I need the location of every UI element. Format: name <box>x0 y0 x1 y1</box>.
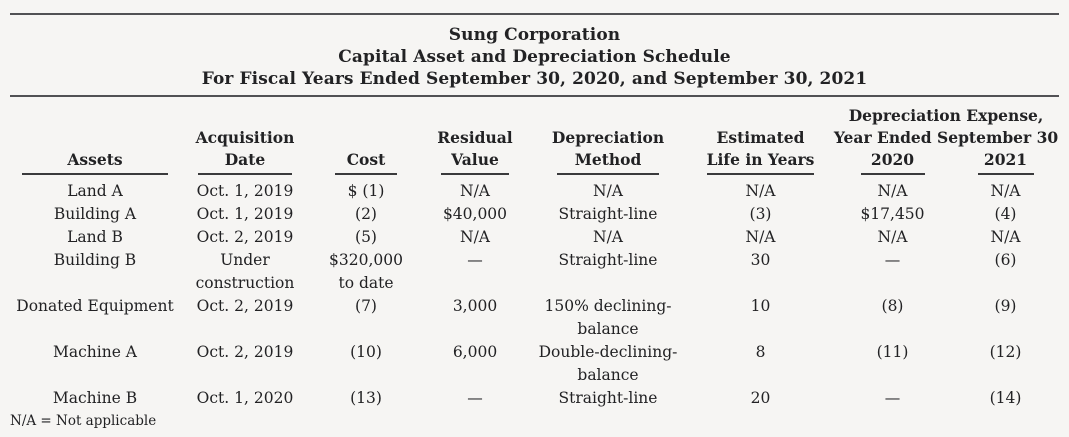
cell-residual-value: 6,000 <box>452 343 498 361</box>
cell-residual-value: 3,000 <box>452 297 498 315</box>
cell-cost: $320,000 to date <box>329 251 403 292</box>
table-row: Machine B Oct. 1, 2020 (13) — Straight-l… <box>10 387 1059 410</box>
cell-expense-2020: (8) <box>881 297 904 315</box>
cell-acquisition-date: Oct. 1, 2019 <box>196 205 294 223</box>
header-acquisition-date: Date <box>180 149 310 175</box>
table-row: Donated Equipment Oct. 2, 2019 (7) 3,000… <box>10 295 1059 341</box>
cell-acquisition-date: Oct. 2, 2019 <box>196 228 294 246</box>
fiscal-period-subtitle: For Fiscal Years Ended September 30, 202… <box>201 69 868 89</box>
cell-acquisition-date: Oct. 2, 2019 <box>196 297 294 315</box>
cell-cost: (13) <box>350 389 382 407</box>
cell-asset: Machine A <box>52 343 137 361</box>
table-row: Building A Oct. 1, 2019 (2) $40,000 Stra… <box>10 203 1059 226</box>
header-assets-top <box>10 127 180 149</box>
cell-residual-value: N/A <box>460 182 490 200</box>
header-life-top: Estimated <box>716 128 805 147</box>
header-depreciation-method: Method <box>528 149 688 175</box>
cell-depreciation-method: N/A <box>593 228 623 246</box>
cell-expense-2021: (12) <box>989 343 1022 361</box>
cell-estimated-life: 10 <box>750 297 771 315</box>
cell-expense-2021: (4) <box>994 205 1017 223</box>
cell-asset: Building B <box>53 251 137 269</box>
header-depreciation-expense-line1: Depreciation Expense, <box>848 106 1044 125</box>
table-row: Land A Oct. 1, 2019 $ (1) N/A N/A N/A N/… <box>10 175 1059 203</box>
cell-estimated-life: 30 <box>750 251 771 269</box>
cell-asset: Donated Equipment <box>16 297 174 315</box>
header-row-top: Acquisition Residual Depreciation Estima… <box>10 127 1059 149</box>
cell-expense-2021: N/A <box>990 228 1021 246</box>
cell-asset: Building A <box>53 205 137 223</box>
header-row-bottom: Assets Date Cost Value Method Life in Ye… <box>10 149 1059 175</box>
cell-estimated-life: 20 <box>750 389 771 407</box>
header-year-2021: 2021 <box>952 149 1059 175</box>
title-divider-rule <box>10 95 1059 97</box>
table-body: Land A Oct. 1, 2019 $ (1) N/A N/A N/A N/… <box>10 175 1059 410</box>
cell-acquisition-date: Oct. 1, 2019 <box>196 182 294 200</box>
cell-estimated-life: 8 <box>755 343 766 361</box>
cell-asset: Land B <box>67 228 123 246</box>
table-header: Depreciation Expense, Acquisition Residu… <box>10 97 1059 175</box>
cell-expense-2020: N/A <box>877 228 908 246</box>
cell-residual-value: N/A <box>460 228 490 246</box>
header-spacer <box>10 97 833 127</box>
footnote: N/A = Not applicable <box>10 413 157 429</box>
header-assets: Assets <box>10 149 180 175</box>
cell-expense-2020: (11) <box>876 343 909 361</box>
cell-estimated-life: (3) <box>749 205 772 223</box>
header-cost-top <box>310 127 422 149</box>
cell-expense-2021: (14) <box>989 389 1022 407</box>
cell-acquisition-date: Under construction <box>195 251 295 292</box>
cell-depreciation-method: N/A <box>593 182 623 200</box>
header-row-span: Depreciation Expense, <box>10 97 1059 127</box>
cell-acquisition-date: Oct. 2, 2019 <box>196 343 294 361</box>
cell-expense-2020: $17,450 <box>860 205 925 223</box>
cell-expense-2021: (6) <box>994 251 1017 269</box>
cell-cost: (7) <box>355 297 377 315</box>
cell-estimated-life: N/A <box>745 182 776 200</box>
cell-asset: Land A <box>67 182 123 200</box>
cell-expense-2021: (9) <box>994 297 1017 315</box>
header-residual-top: Residual <box>437 128 513 147</box>
table-row: Land B Oct. 2, 2019 (5) N/A N/A N/A N/A … <box>10 226 1059 249</box>
header-cost: Cost <box>310 149 422 175</box>
cell-expense-2020: N/A <box>877 182 908 200</box>
header-estimated-life: Life in Years <box>688 149 833 175</box>
cell-residual-value: $40,000 <box>442 205 508 223</box>
table-row: Building B Under construction $320,000 t… <box>10 249 1059 295</box>
table-row: Machine A Oct. 2, 2019 (10) 6,000 Double… <box>10 341 1059 387</box>
cell-expense-2021: N/A <box>990 182 1021 200</box>
top-rule <box>10 13 1059 15</box>
cell-depreciation-method: Double-declining- balance <box>538 343 678 384</box>
header-method-top: Depreciation <box>551 128 665 147</box>
cell-residual-value: — <box>467 389 483 407</box>
company-name: Sung Corporation <box>448 25 621 45</box>
schedule-table: Depreciation Expense, Acquisition Residu… <box>10 97 1059 410</box>
header-year-2020: 2020 <box>833 149 952 175</box>
cell-cost: (10) <box>350 343 382 361</box>
cell-depreciation-method: Straight-line <box>558 389 658 407</box>
cell-depreciation-method: Straight-line <box>558 205 658 223</box>
cell-expense-2020: — <box>884 389 901 407</box>
cell-expense-2020: — <box>884 251 901 269</box>
schedule-title: Capital Asset and Depreciation Schedule <box>338 47 731 67</box>
cell-depreciation-method: 150% declining- balance <box>544 297 672 338</box>
cell-asset: Machine B <box>52 389 138 407</box>
cell-residual-value: — <box>467 251 483 269</box>
cell-cost: $ (1) <box>347 182 385 200</box>
cell-acquisition-date: Oct. 1, 2020 <box>196 389 294 407</box>
cell-cost: (5) <box>355 228 377 246</box>
header-residual-value: Value <box>422 149 528 175</box>
header-depreciation-expense-line2: Year Ended September 30 <box>833 128 1059 147</box>
cell-depreciation-method: Straight-line <box>558 251 658 269</box>
title-block: Sung Corporation Capital Asset and Depre… <box>0 24 1069 90</box>
cell-cost: (2) <box>355 205 377 223</box>
header-acquisition-top: Acquisition <box>195 128 295 147</box>
cell-estimated-life: N/A <box>745 228 776 246</box>
